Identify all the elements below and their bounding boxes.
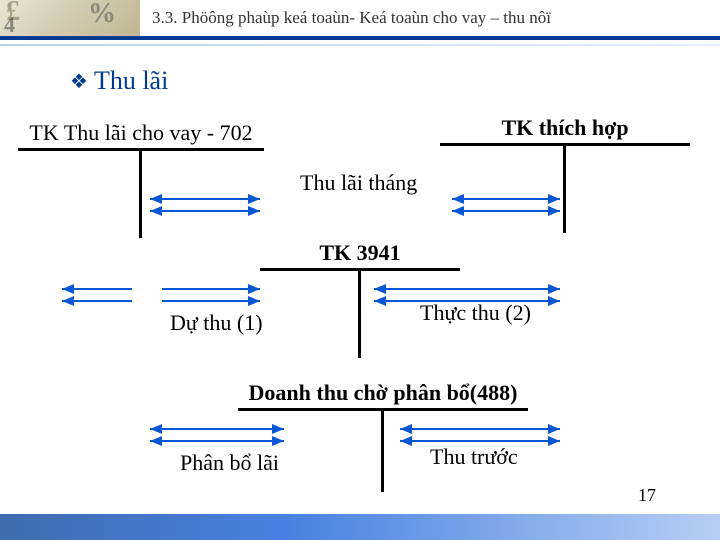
t-account-702: TK Thu lãi cho vay - 702 (18, 120, 264, 240)
t-account-label: TK thích hợp (440, 115, 690, 141)
slide-root: £ % 4 3.3. Phöông phaùp keá toaùn- Keá t… (0, 0, 720, 540)
section-heading: ❖ Thu lãi (70, 66, 168, 96)
bullet-icon: ❖ (70, 69, 88, 94)
flow-label-thu-lai-thang: Thu lãi tháng (300, 170, 417, 196)
t-account-label: Doanh thu chờ phân bổ(488) (238, 380, 528, 406)
thumb-glyph: 4 (4, 12, 15, 38)
t-account-thichhop: TK thích hợp (440, 115, 690, 235)
flow-label-thuc-thu: Thực thu (2) (420, 300, 531, 326)
flow-label-thu-truoc: Thu trước (430, 444, 518, 470)
t-account-label: TK 3941 (260, 240, 460, 266)
title-bar: 3.3. Phöông phaùp keá toaùn- Keá toaùn c… (140, 0, 720, 40)
t-account-label: TK Thu lãi cho vay - 702 (18, 120, 264, 146)
bottom-band (0, 514, 720, 540)
slide-title: 3.3. Phöông phaùp keá toaùn- Keá toaùn c… (152, 8, 551, 28)
thumb-glyph: % (88, 0, 116, 30)
header-thumbnail: £ % 4 (0, 0, 140, 40)
heading-text: Thu lãi (94, 66, 168, 96)
slide-number: 17 (638, 485, 656, 506)
divider (0, 44, 720, 46)
flow-label-phan-bo-lai: Phân bổ lãi (180, 450, 279, 476)
flow-label-du-thu: Dự thu (1) (170, 310, 263, 336)
